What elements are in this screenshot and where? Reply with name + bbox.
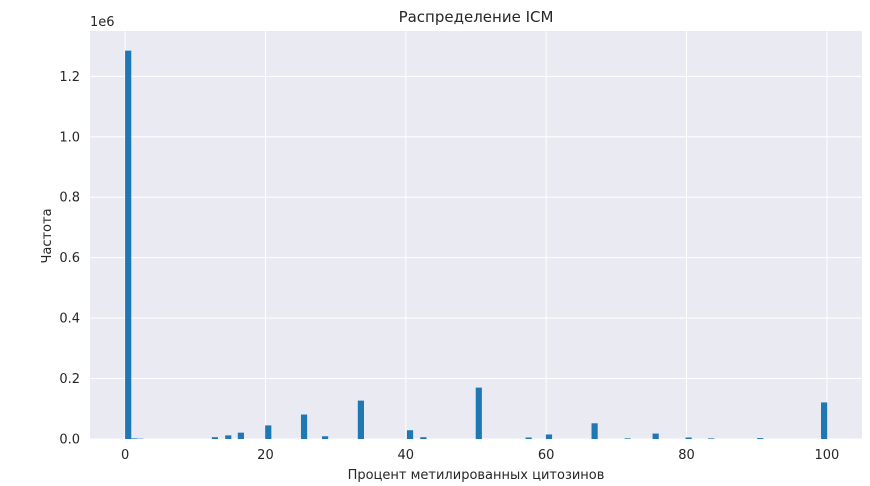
histogram-bar xyxy=(420,437,427,439)
y-tick-labels: 0.0 0.2 0.4 0.6 0.8 1.0 1.2 xyxy=(59,70,80,448)
y-tick-label: 0.8 xyxy=(59,191,80,206)
histogram-bar xyxy=(757,438,764,439)
histogram-bar xyxy=(125,50,132,440)
x-tick-label: 100 xyxy=(814,448,839,463)
histogram-bar xyxy=(708,438,715,439)
plot-background xyxy=(90,31,862,439)
histogram-bar xyxy=(475,387,482,439)
x-tick-label: 20 xyxy=(257,448,274,463)
x-tick-label: 80 xyxy=(678,448,695,463)
histogram-bar xyxy=(591,423,598,439)
histogram-bar xyxy=(406,430,414,439)
y-tick-label: 0.6 xyxy=(59,251,80,266)
bars xyxy=(125,50,828,440)
histogram-bar xyxy=(525,437,532,439)
x-tick-labels: 0 20 40 60 80 100 xyxy=(121,448,839,463)
histogram-bar xyxy=(225,435,232,439)
histogram-bar xyxy=(237,432,244,439)
y-offset-label: 1e6 xyxy=(90,15,115,30)
y-tick-label: 0.2 xyxy=(59,372,80,387)
histogram-bar xyxy=(265,425,272,439)
grid-y xyxy=(90,75,862,440)
histogram-bar xyxy=(821,402,828,439)
x-tick-label: 0 xyxy=(121,448,129,463)
x-tick-label: 60 xyxy=(538,448,555,463)
y-axis-label: Частота xyxy=(40,208,55,263)
y-tick-label: 1.2 xyxy=(59,70,80,85)
x-axis-label: Процент метилированных цитозинов xyxy=(348,468,605,483)
histogram-bar xyxy=(322,436,329,439)
histogram-bar xyxy=(131,438,138,439)
histogram-bar xyxy=(300,414,308,439)
histogram-bar xyxy=(624,438,631,439)
histogram-bar xyxy=(685,437,692,439)
x-tick-label: 40 xyxy=(398,448,415,463)
histogram-bar xyxy=(545,434,553,439)
histogram-bar xyxy=(211,437,219,439)
histogram-bar xyxy=(652,433,659,439)
chart-title: Распределение ICM xyxy=(399,8,554,26)
y-tick-label: 0.0 xyxy=(59,433,80,448)
y-tick-label: 0.4 xyxy=(59,312,80,327)
histogram-bar xyxy=(357,400,364,439)
y-tick-label: 1.0 xyxy=(59,130,80,145)
